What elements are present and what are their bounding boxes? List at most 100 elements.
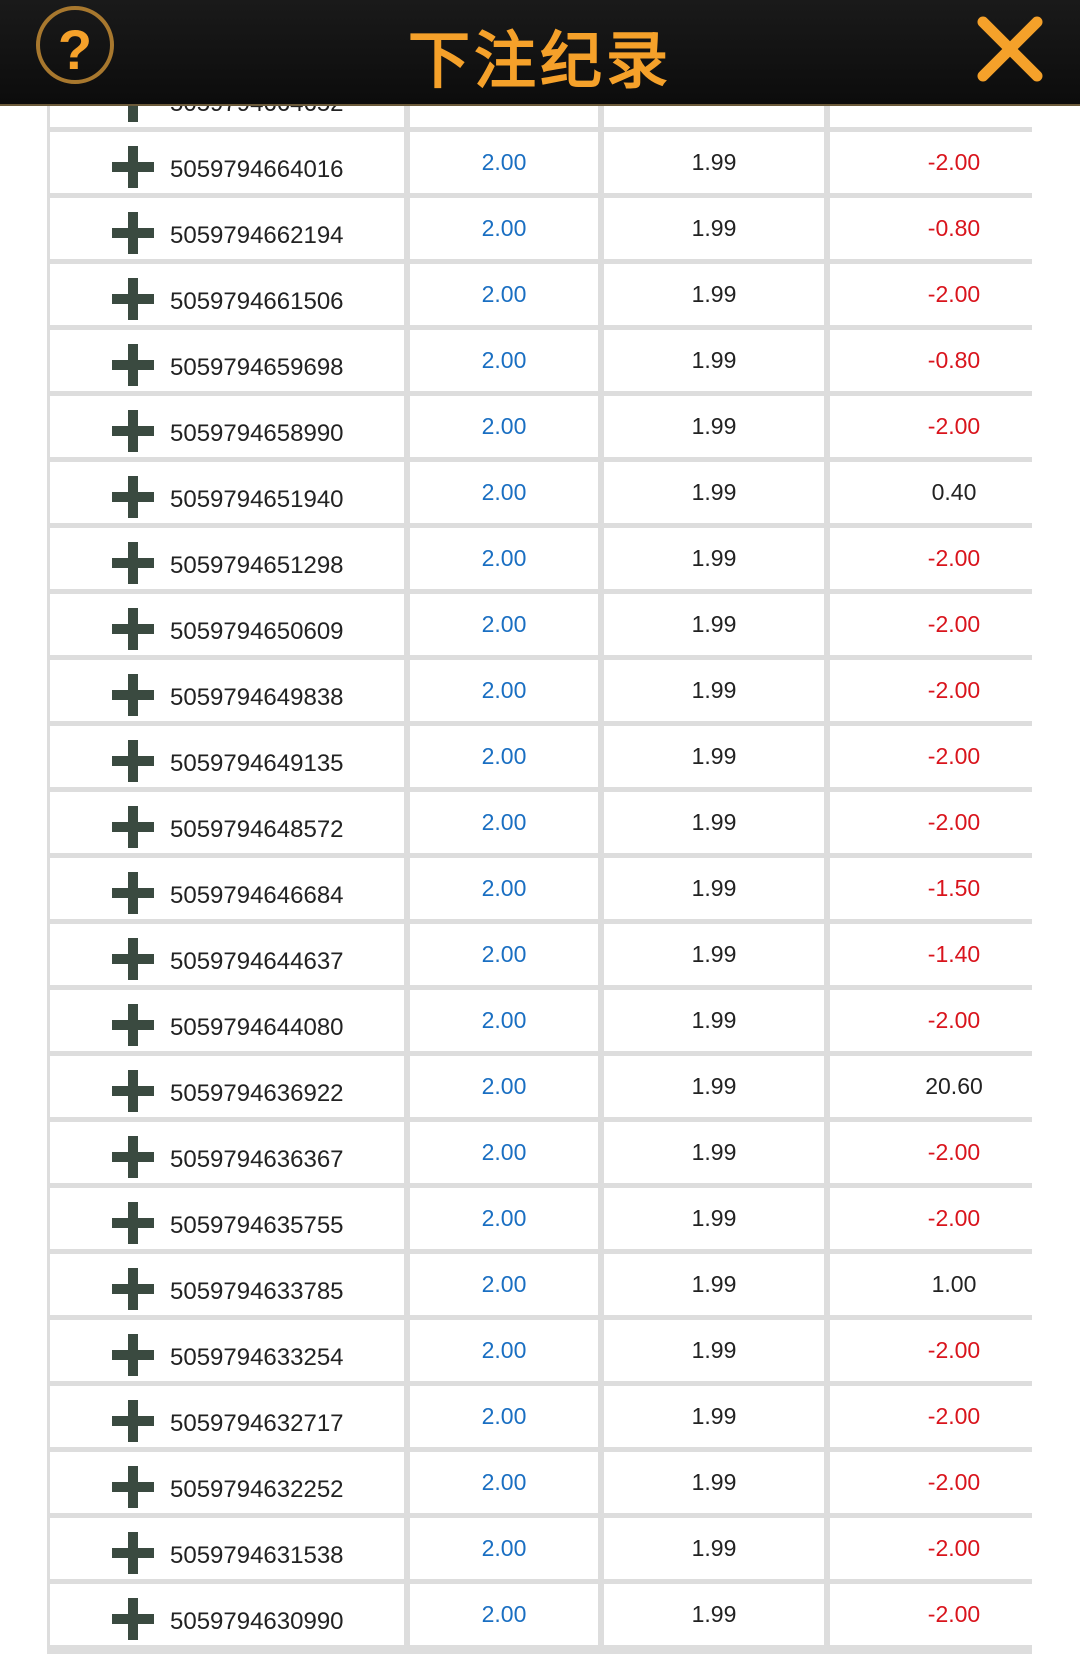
id-cell: 5059794631538 xyxy=(50,1518,404,1579)
expand-icon[interactable] xyxy=(112,608,154,650)
bet-id: 5059794633254 xyxy=(170,1344,344,1371)
id-cell: 5059794658990 xyxy=(50,396,404,457)
bet-id: 5059794658990 xyxy=(170,420,344,447)
bet-id: 5059794644637 xyxy=(170,948,344,975)
help-button[interactable]: ? xyxy=(36,6,114,84)
expand-icon[interactable] xyxy=(112,872,154,914)
bet-id: 5059794644080 xyxy=(170,1014,344,1041)
odds-cell: 1.99 xyxy=(604,1056,824,1117)
result-cell: -0.80 xyxy=(830,330,1078,391)
odds-cell: 1.99 xyxy=(604,132,824,193)
expand-icon[interactable] xyxy=(112,1598,154,1640)
close-button[interactable] xyxy=(975,14,1045,84)
bet-id: 5059794630990 xyxy=(170,1608,344,1635)
expand-icon[interactable] xyxy=(112,1070,154,1112)
id-cell: 5059794649838 xyxy=(50,660,404,721)
bet-row: 5059794646684 2.00 1.99 -1.50 xyxy=(50,858,1078,924)
stake-cell: 2.00 xyxy=(410,1188,598,1249)
stake-cell: 2.00 xyxy=(410,1584,598,1645)
bet-row: 5059794632717 2.00 1.99 -2.00 xyxy=(50,1386,1078,1452)
odds-cell: 1.99 xyxy=(604,1584,824,1645)
result-cell: -2.00 xyxy=(830,726,1078,787)
bet-row: 5059794632252 2.00 1.99 -2.00 xyxy=(50,1452,1078,1518)
id-cell: 5059794651940 xyxy=(50,462,404,523)
expand-icon[interactable] xyxy=(112,938,154,980)
expand-icon[interactable] xyxy=(112,344,154,386)
id-cell: 5059794636922 xyxy=(50,1056,404,1117)
odds-cell: 1.99 xyxy=(604,264,824,325)
bet-row: 5059794662194 2.00 1.99 -0.80 xyxy=(50,198,1078,264)
bet-id: 5059794662194 xyxy=(170,222,344,249)
result-cell: -1.50 xyxy=(830,858,1078,919)
stake-cell: 2.00 xyxy=(410,396,598,457)
result-cell: -2.00 xyxy=(830,396,1078,457)
id-cell: 5059794630990 xyxy=(50,1584,404,1645)
odds-cell: 1.99 xyxy=(604,528,824,589)
result-cell: -2.00 xyxy=(830,792,1078,853)
result-cell: -2.00 xyxy=(830,594,1078,655)
expand-icon[interactable] xyxy=(112,146,154,188)
stake-cell: 2.00 xyxy=(410,1254,598,1315)
bet-row: 5059794649838 2.00 1.99 -2.00 xyxy=(50,660,1078,726)
expand-icon[interactable] xyxy=(112,1202,154,1244)
expand-icon[interactable] xyxy=(112,476,154,518)
id-cell: 5059794636367 xyxy=(50,1122,404,1183)
expand-icon[interactable] xyxy=(112,410,154,452)
bet-id: 5059794646684 xyxy=(170,882,344,909)
expand-icon[interactable] xyxy=(112,1136,154,1178)
id-cell: 5059794644080 xyxy=(50,990,404,1051)
expand-icon[interactable] xyxy=(112,1004,154,1046)
expand-icon[interactable] xyxy=(112,1268,154,1310)
stake-cell: 2.00 xyxy=(410,1518,598,1579)
bet-id: 5059794636367 xyxy=(170,1146,344,1173)
result-cell: 1.00 xyxy=(830,1254,1078,1315)
bet-id: 5059794651940 xyxy=(170,486,344,513)
odds-cell: 1.99 xyxy=(604,858,824,919)
expand-icon[interactable] xyxy=(112,212,154,254)
result-cell: -2.00 xyxy=(830,528,1078,589)
bet-row: 5059794650609 2.00 1.99 -2.00 xyxy=(50,594,1078,660)
stake-cell: 2.00 xyxy=(410,1452,598,1513)
expand-icon[interactable] xyxy=(112,1466,154,1508)
expand-icon[interactable] xyxy=(112,278,154,320)
odds-cell: 1.99 xyxy=(604,330,824,391)
id-cell: 5059794662194 xyxy=(50,198,404,259)
odds-cell: 1.99 xyxy=(604,792,824,853)
bet-id: 5059794632717 xyxy=(170,1410,344,1437)
id-cell: 5059794633785 xyxy=(50,1254,404,1315)
expand-icon[interactable] xyxy=(112,542,154,584)
id-cell: 5059794635755 xyxy=(50,1188,404,1249)
stake-cell: 2.00 xyxy=(410,1320,598,1381)
stake-cell: 2.00 xyxy=(410,1056,598,1117)
odds-cell: 1.99 xyxy=(604,1320,824,1381)
id-cell: 5059794651298 xyxy=(50,528,404,589)
bet-id: 5059794632252 xyxy=(170,1476,344,1503)
bet-id: 5059794661506 xyxy=(170,288,344,315)
odds-cell: 1.99 xyxy=(604,198,824,259)
bet-row: 5059794633254 2.00 1.99 -2.00 xyxy=(50,1320,1078,1386)
id-cell: 5059794650609 xyxy=(50,594,404,655)
stake-cell: 2.00 xyxy=(410,924,598,985)
odds-cell: 1.99 xyxy=(604,924,824,985)
bet-row: 5059794644080 2.00 1.99 -2.00 xyxy=(50,990,1078,1056)
expand-icon[interactable] xyxy=(112,740,154,782)
bet-row: 5059794658990 2.00 1.99 -2.00 xyxy=(50,396,1078,462)
bet-row: 5059794651298 2.00 1.99 -2.00 xyxy=(50,528,1078,594)
expand-icon[interactable] xyxy=(112,674,154,716)
expand-icon[interactable] xyxy=(112,1334,154,1376)
odds-cell: 1.99 xyxy=(604,1188,824,1249)
bet-id: 5059794664016 xyxy=(170,156,344,183)
odds-cell: 1.99 xyxy=(604,660,824,721)
id-cell: 5059794633254 xyxy=(50,1320,404,1381)
result-cell: -2.00 xyxy=(830,1320,1078,1381)
odds-cell: 1.99 xyxy=(604,1452,824,1513)
expand-icon[interactable] xyxy=(112,806,154,848)
bet-id: 5059794631538 xyxy=(170,1542,344,1569)
bet-row: 5059794631538 2.00 1.99 -2.00 xyxy=(50,1518,1078,1584)
expand-icon[interactable] xyxy=(112,1400,154,1442)
odds-cell: 1.99 xyxy=(604,990,824,1051)
bet-id: 5059794649135 xyxy=(170,750,344,777)
id-cell: 5059794664016 xyxy=(50,132,404,193)
expand-icon[interactable] xyxy=(112,1532,154,1574)
